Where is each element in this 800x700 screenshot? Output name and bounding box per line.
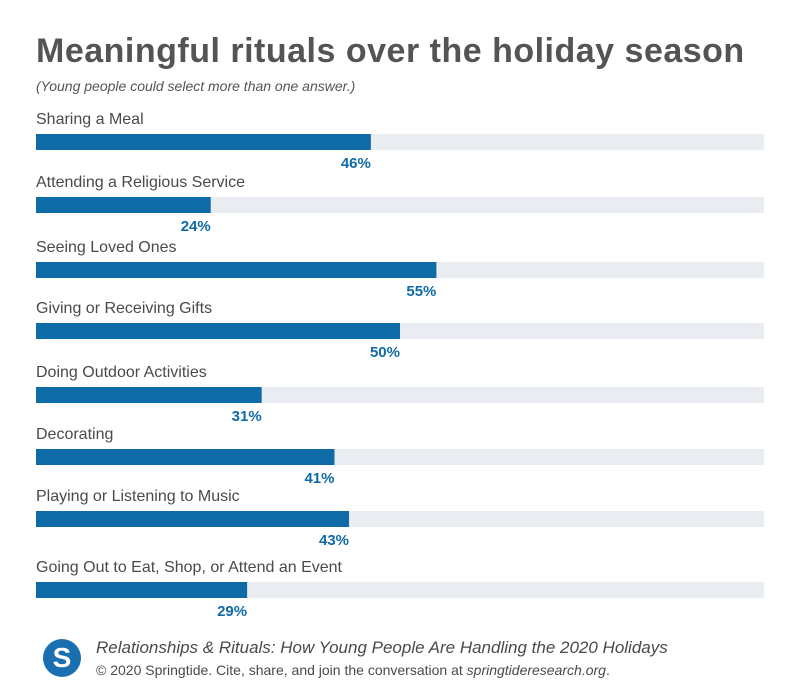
footer-credit: © 2020 Springtide. Cite, share, and join… [96, 662, 610, 678]
value-label-doing-outdoor-activities: 31% [232, 408, 262, 425]
bar-seeing-loved-ones [36, 262, 437, 278]
bar-decorating [36, 449, 335, 465]
bar-going-out-to-eat-shop-or-attend-an-event [36, 582, 248, 598]
footer-report-title: Relationships & Rituals: How Young Peopl… [96, 638, 668, 657]
category-label-playing-or-listening-to-music: Playing or Listening to Music [36, 488, 240, 505]
bar-playing-or-listening-to-music [36, 511, 350, 527]
value-label-sharing-a-meal: 46% [341, 155, 371, 172]
value-label-seeing-loved-ones: 55% [406, 283, 436, 300]
springtide-logo-icon: S [43, 639, 81, 677]
bar-giving-or-receiving-gifts [36, 323, 400, 339]
bar-sharing-a-meal [36, 134, 371, 150]
chart-subtitle: (Young people could select more than one… [36, 78, 356, 94]
value-label-decorating: 41% [304, 470, 334, 487]
value-label-giving-or-receiving-gifts: 50% [370, 344, 400, 361]
value-label-going-out-to-eat-shop-or-attend-an-event: 29% [217, 603, 247, 620]
bar-chart: Sharing a Meal 46% Attending a Religious S… [36, 111, 764, 620]
footer-website-link[interactable]: springtideresearch.org [466, 662, 606, 678]
bar-track-attending-a-religious-service [36, 197, 764, 213]
category-label-sharing-a-meal: Sharing a Meal [36, 111, 144, 128]
footer-credit-text: © 2020 Springtide. Cite, share, and join… [96, 662, 467, 678]
value-label-playing-or-listening-to-music: 43% [319, 532, 349, 549]
svg-text:S: S [53, 642, 72, 673]
category-label-attending-a-religious-service: Attending a Religious Service [36, 174, 245, 191]
bar-doing-outdoor-activities [36, 387, 262, 403]
category-label-doing-outdoor-activities: Doing Outdoor Activities [36, 364, 207, 381]
value-label-attending-a-religious-service: 24% [181, 218, 211, 235]
chart-title: Meaningful rituals over the holiday seas… [36, 32, 745, 70]
category-label-giving-or-receiving-gifts: Giving or Receiving Gifts [36, 300, 212, 317]
category-label-going-out-to-eat-shop-or-attend-an-event: Going Out to Eat, Shop, or Attend an Eve… [36, 559, 343, 576]
category-label-seeing-loved-ones: Seeing Loved Ones [36, 239, 177, 256]
category-label-decorating: Decorating [36, 426, 113, 443]
footer: S Relationships & Rituals: How Young Peo… [36, 634, 786, 684]
footer-credit-suffix: . [605, 662, 610, 678]
bar-attending-a-religious-service [36, 197, 211, 213]
